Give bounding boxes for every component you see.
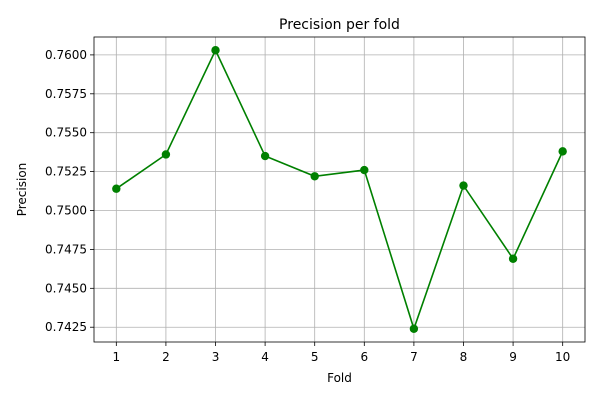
x-tick-label: 7 (410, 350, 418, 364)
y-tick-label: 0.7450 (45, 281, 87, 295)
data-point (409, 324, 419, 333)
data-point (260, 151, 270, 161)
data-point (459, 181, 468, 190)
plot-area-frame (93, 36, 586, 343)
axis-ticks: 1 2 3 4 5 6 7 8 9 10 0.7425 0.7450 0.7475 0.7500 0.752… (45, 48, 570, 364)
y-tick-label: 0.7600 (45, 48, 87, 62)
x-tick-label: 3 (212, 350, 220, 364)
x-tick-label: 9 (509, 350, 517, 364)
data-point (508, 254, 518, 263)
data-point (558, 147, 567, 156)
x-tick-label: 5 (311, 350, 319, 364)
data-point (310, 172, 319, 181)
x-tick-label: 2 (162, 350, 170, 364)
y-axis-label: Precision (15, 163, 29, 217)
x-tick-label: 8 (460, 350, 468, 364)
grid-lines (94, 37, 585, 342)
data-point (360, 165, 369, 175)
x-tick-label: 4 (261, 350, 269, 364)
x-axis-label: Fold (327, 371, 352, 385)
chart-title: Precision per fold (279, 17, 400, 33)
data-point (112, 184, 121, 193)
y-tick-label: 0.7575 (45, 87, 87, 101)
y-tick-label: 0.7550 (45, 126, 87, 140)
data-point (161, 150, 171, 159)
x-tick-label: 6 (360, 350, 368, 364)
y-tick-label: 0.7475 (45, 242, 87, 256)
x-tick-label: 10 (555, 350, 570, 364)
x-tick-label: 1 (112, 350, 120, 364)
series-line (115, 48, 564, 332)
data-point (211, 46, 220, 55)
series-layer (112, 46, 567, 333)
y-tick-label: 0.7525 (45, 165, 87, 179)
y-tick-label: 0.7425 (45, 320, 87, 334)
y-tick-label: 0.7500 (45, 204, 87, 218)
